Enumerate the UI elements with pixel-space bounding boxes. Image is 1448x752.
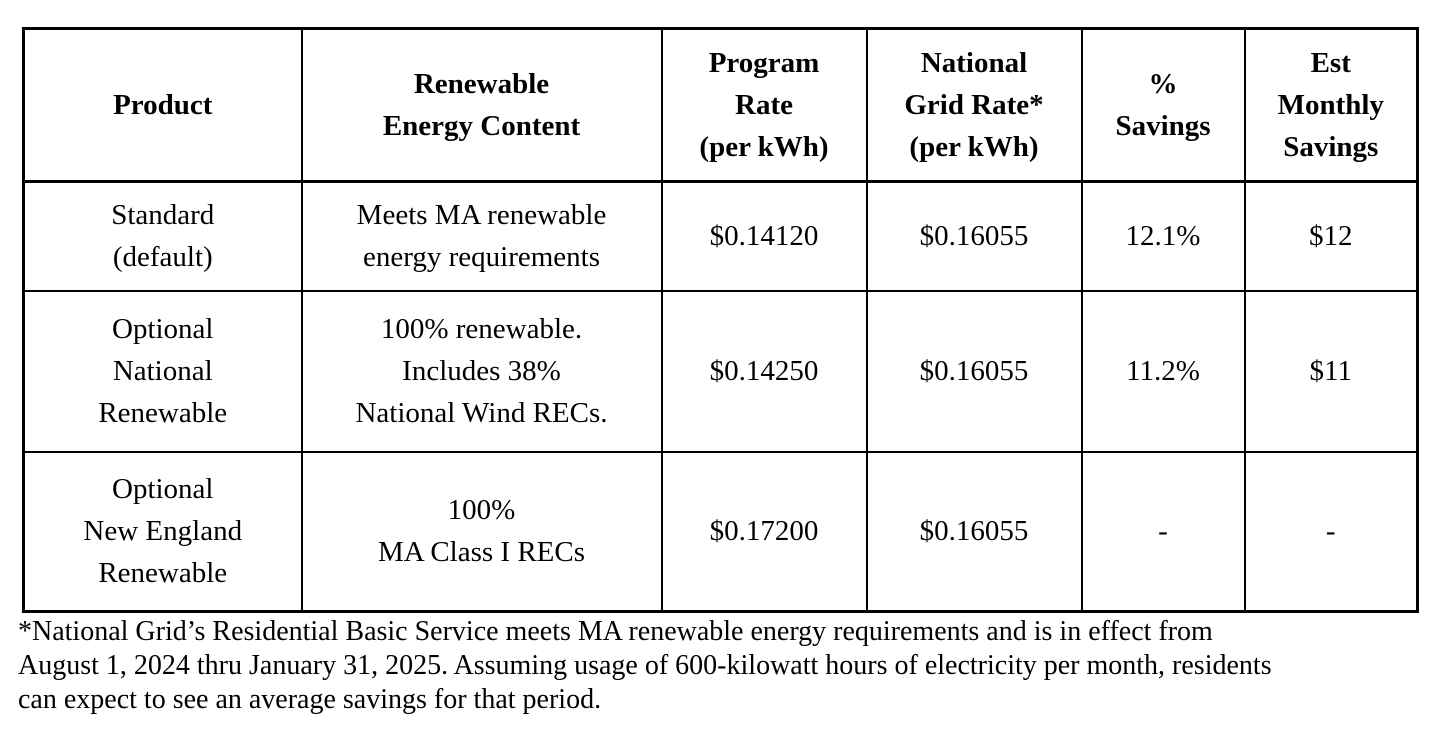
cell-national-grid-rate: $0.16055 <box>865 180 1083 292</box>
cell-product: Optional National Renewable <box>22 289 303 453</box>
table-row-optional-national-renewable: Optional National Renewable 100% renewab… <box>22 289 1419 453</box>
cell-renewable-content: 100% renewable. Includes 38% National Wi… <box>300 289 663 453</box>
cell-est-monthly-savings: - <box>1243 450 1419 613</box>
col-header-program-rate: Program Rate (per kWh) <box>660 27 868 183</box>
rates-table: Product Renewable Energy Content Program… <box>22 27 1419 613</box>
cell-pct-savings: 11.2% <box>1080 289 1246 453</box>
table-row-standard: Standard (default) Meets MA renewable en… <box>22 180 1419 292</box>
cell-national-grid-rate: $0.16055 <box>865 289 1083 453</box>
cell-est-monthly-savings: $11 <box>1243 289 1419 453</box>
col-header-est-monthly-savings: Est Monthly Savings <box>1243 27 1419 183</box>
header-row: Product Renewable Energy Content Program… <box>22 27 1419 183</box>
cell-program-rate: $0.14120 <box>660 180 868 292</box>
cell-renewable-content: 100% MA Class I RECs <box>300 450 663 613</box>
cell-national-grid-rate: $0.16055 <box>865 450 1083 613</box>
cell-renewable-content: Meets MA renewable energy requirements <box>300 180 663 292</box>
cell-product: Optional New England Renewable <box>22 450 303 613</box>
cell-program-rate: $0.14250 <box>660 289 868 453</box>
footnote: *National Grid’s Residential Basic Servi… <box>18 616 1272 715</box>
cell-est-monthly-savings: $12 <box>1243 180 1419 292</box>
col-header-national-grid-rate: National Grid Rate* (per kWh) <box>865 27 1083 183</box>
cell-product: Standard (default) <box>22 180 303 292</box>
col-header-pct-savings: % Savings <box>1080 27 1246 183</box>
table-row-optional-new-england-renewable: Optional New England Renewable 100% MA C… <box>22 450 1419 613</box>
col-header-product: Product <box>22 27 303 183</box>
col-header-renewable-energy-content: Renewable Energy Content <box>300 27 663 183</box>
cell-program-rate: $0.17200 <box>660 450 868 613</box>
cell-pct-savings: - <box>1080 450 1246 613</box>
cell-pct-savings: 12.1% <box>1080 180 1246 292</box>
